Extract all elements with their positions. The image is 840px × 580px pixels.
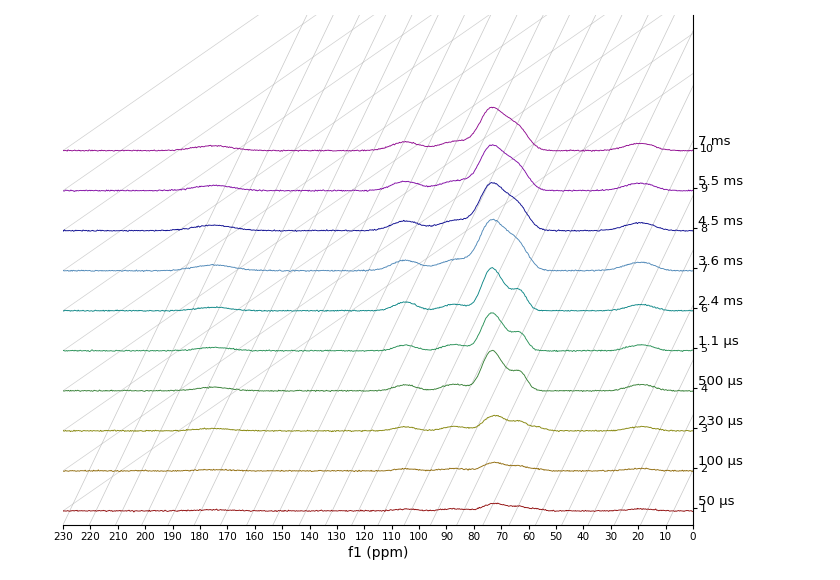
Text: 7 ms: 7 ms <box>699 135 731 148</box>
Text: 2.4 ms: 2.4 ms <box>699 295 743 308</box>
Text: 4.5 ms: 4.5 ms <box>699 215 743 228</box>
Text: 100 μs: 100 μs <box>699 455 743 469</box>
Text: 500 μs: 500 μs <box>699 375 743 388</box>
Text: 3.6 ms: 3.6 ms <box>699 255 743 268</box>
Text: 50 μs: 50 μs <box>699 495 735 509</box>
Text: 5.5 ms: 5.5 ms <box>699 175 743 188</box>
X-axis label: f1 (ppm): f1 (ppm) <box>348 546 408 560</box>
Text: 230 μs: 230 μs <box>699 415 743 428</box>
Text: 1.1 μs: 1.1 μs <box>699 335 739 348</box>
